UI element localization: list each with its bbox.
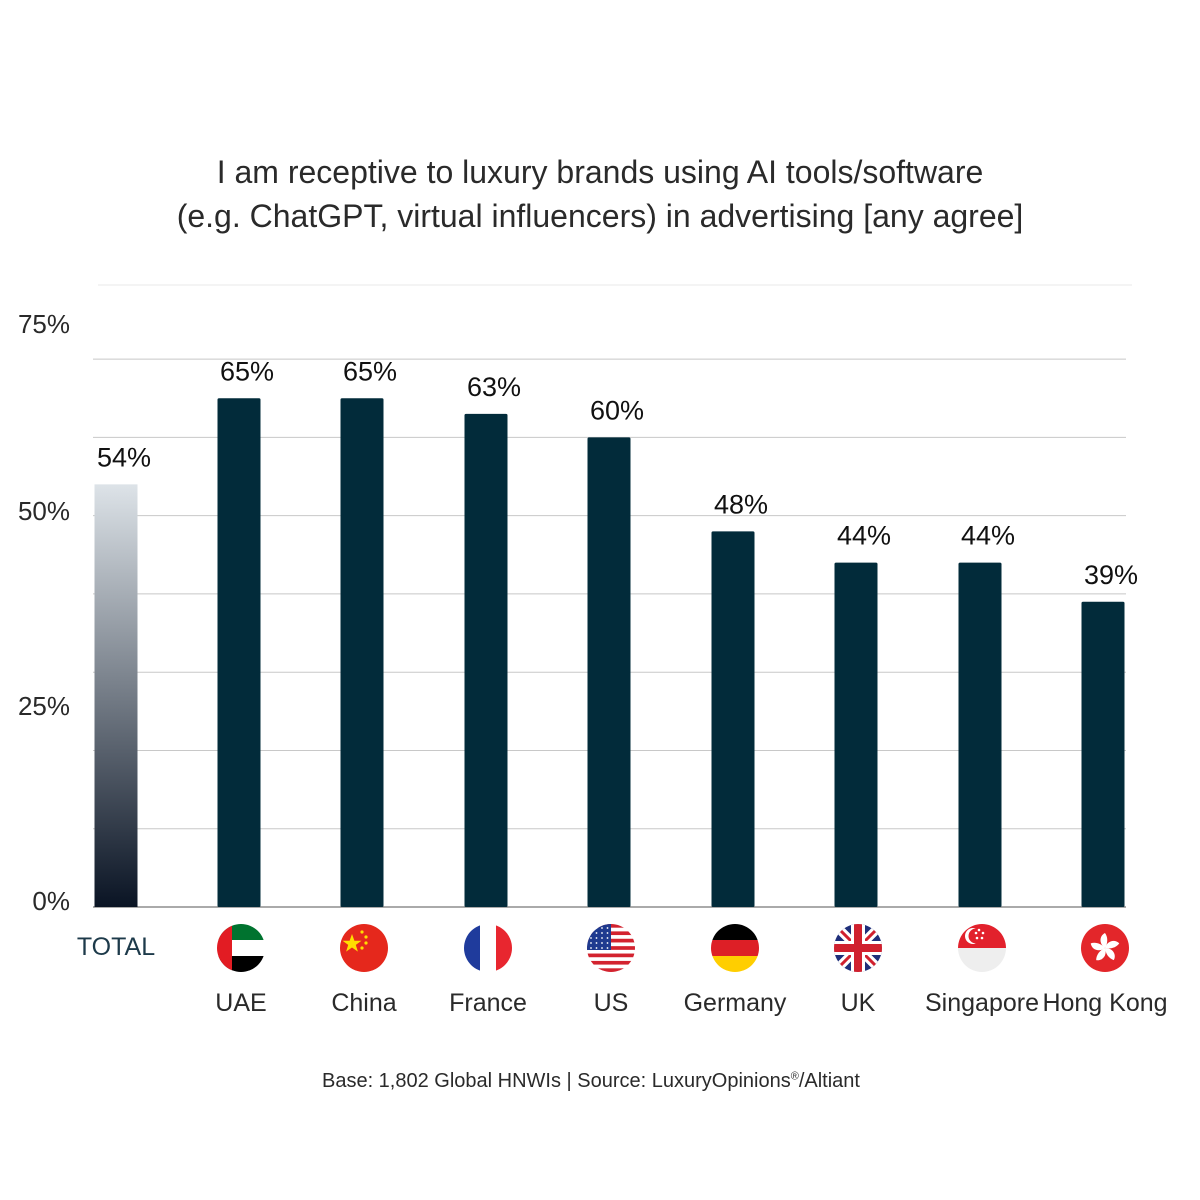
germany-flag-icon — [711, 924, 759, 972]
value-label: 63% — [467, 372, 521, 402]
registered-mark: ® — [790, 1070, 799, 1083]
uae-flag-icon — [217, 924, 265, 972]
bar-germany — [711, 531, 755, 907]
value-label: 60% — [590, 395, 644, 425]
category-label: Singapore — [925, 989, 1039, 1017]
category-label: US — [594, 989, 629, 1017]
category-label: Germany — [684, 989, 787, 1017]
hong-kong-flag-icon — [1081, 924, 1129, 972]
category-label: TOTAL — [77, 933, 155, 961]
bar-hong-kong — [1081, 601, 1125, 907]
bar-france — [464, 413, 508, 907]
bar-chart: 0% 25% 50% 75% 54% TOTAL 65% UAE 65% China 63% Fra… — [18, 284, 1168, 1017]
bar-uk — [834, 562, 878, 907]
y-tick-label: 25% — [18, 691, 70, 721]
category-label: France — [449, 989, 527, 1017]
china-flag-icon — [340, 924, 388, 972]
category-label: China — [331, 989, 396, 1017]
value-label: 39% — [1084, 560, 1138, 590]
bar-uae — [217, 398, 261, 907]
uk-flag-icon — [834, 924, 882, 972]
footnote-base: Base: 1,802 Global HNWIs | Source: Luxur… — [321, 1070, 791, 1092]
value-label: 44% — [961, 521, 1015, 551]
value-label: 65% — [220, 356, 274, 386]
source-footnote: Base: 1,802 Global HNWIs | Source: Luxur… — [0, 1070, 1182, 1093]
bar-total — [94, 484, 138, 907]
y-tick-label: 50% — [18, 496, 70, 526]
chart-title-line-1: I am receptive to luxury brands using AI… — [216, 154, 984, 190]
france-flag-icon — [464, 924, 512, 972]
us-flag-icon — [587, 924, 635, 972]
category-label: UAE — [215, 989, 266, 1017]
value-label: 65% — [343, 356, 397, 386]
value-label: 44% — [837, 521, 891, 551]
category-label: UK — [841, 989, 876, 1017]
bar-singapore — [958, 562, 1002, 907]
footnote-source: /Altiant — [798, 1070, 860, 1092]
singapore-flag-icon — [958, 924, 1006, 972]
y-tick-label: 75% — [18, 309, 70, 339]
chart-title-line-2: (e.g. ChatGPT, virtual influencers) in a… — [176, 198, 1024, 234]
category-label: Hong Kong — [1042, 989, 1167, 1017]
bar-us — [587, 437, 631, 907]
y-tick-label: 0% — [32, 886, 70, 916]
chart-title: I am receptive to luxury brands using AI… — [0, 150, 1200, 238]
value-label: 54% — [97, 442, 151, 472]
bar-china — [340, 398, 384, 907]
value-label: 48% — [714, 489, 768, 519]
